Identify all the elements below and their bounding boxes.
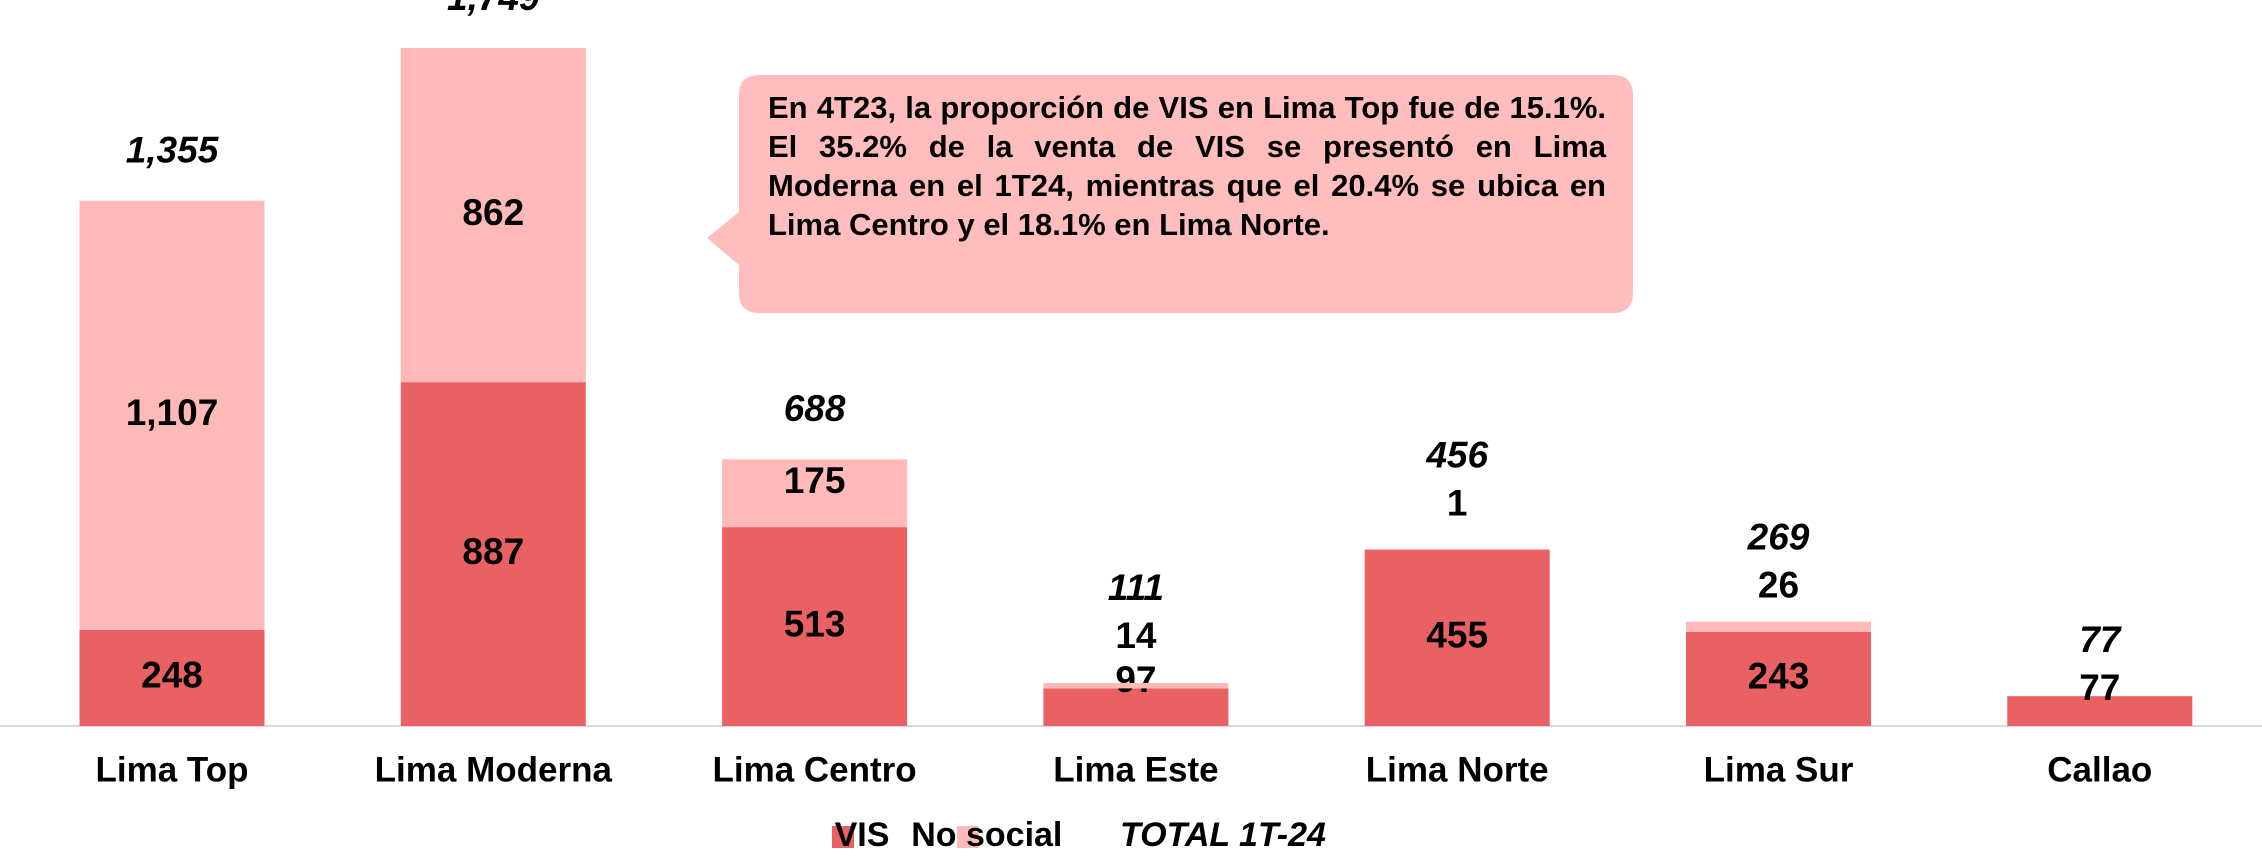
legend-label: TOTAL 1T-24 [1120,816,1326,854]
legend-label: No social [911,816,1062,854]
total-label: 1,749 [447,0,540,18]
x-tick-label: Callao [2047,750,2152,789]
legend-swatch [956,826,979,848]
x-tick-label: Lima Top [96,750,249,789]
total-label: 111 [1108,567,1164,608]
data-label: 26 [1758,565,1799,606]
x-tick-label: Lima Moderna [375,750,613,789]
bar-segment [1364,549,1550,726]
bar-segment [722,527,908,726]
data-label: 175 [784,460,846,501]
total-label: 1,355 [126,130,220,171]
bar-segment [400,382,586,726]
data-label: 1 [1447,482,1468,523]
callout [707,75,1633,313]
data-label: 97 [1115,659,1156,700]
data-label: 14 [1115,615,1157,656]
data-label: 77 [2079,667,2120,708]
data-label: 513 [784,603,846,644]
data-label: 243 [1748,656,1810,697]
data-label: 887 [462,531,524,572]
bar-segment [1686,631,1871,726]
data-label: 455 [1426,615,1488,656]
x-tick-label: Lima Este [1053,750,1218,789]
annotation: En 4T23, la proporción de VIS en Lima To… [768,90,1606,242]
legend-swatch [832,826,854,848]
total-label: 456 [1425,434,1488,475]
x-tick-label: Lima Centro [712,750,916,789]
bar-segment [400,48,586,383]
legend-label: VIS [835,816,890,854]
data-label: 1,107 [126,392,219,433]
x-tick-label: Lima Norte [1366,750,1549,789]
total-label: 688 [784,388,846,429]
total-label: 269 [1747,517,1810,558]
data-label: 248 [141,655,203,696]
data-label: 862 [462,192,524,233]
bar-segment [1043,682,1229,689]
bar-segment [1043,688,1229,726]
x-tick-label: Lima Sur [1704,750,1854,789]
total-label: 77 [2079,619,2123,660]
bar-segment [2007,696,2193,726]
bar-segment [79,200,265,630]
bar-segment [722,459,908,528]
bar-segment [79,629,265,726]
bar-segment [1686,621,1871,632]
